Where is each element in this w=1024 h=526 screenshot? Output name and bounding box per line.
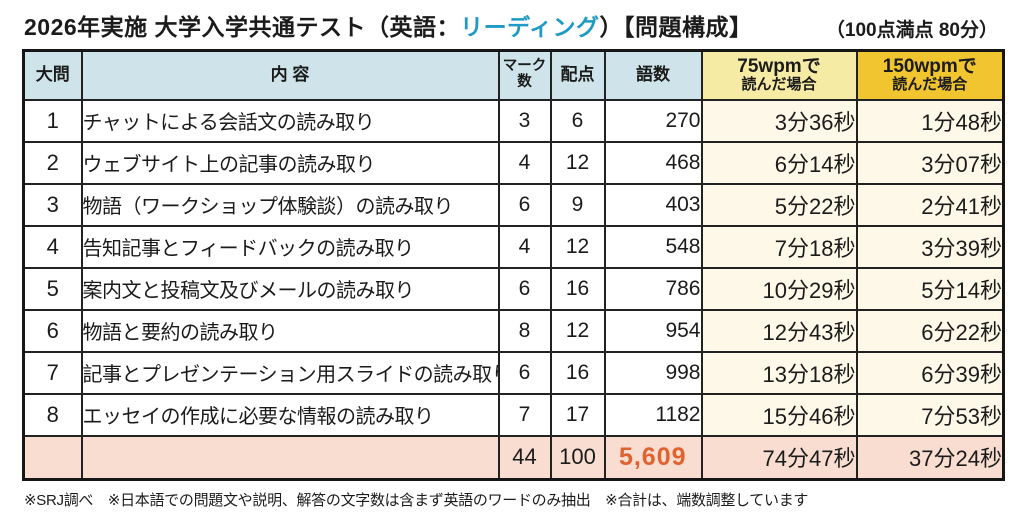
marks-cell: 8 <box>497 308 552 353</box>
header-marks-line2: 数 <box>517 74 532 91</box>
time150-cell: 1分48秒 <box>855 98 1005 143</box>
marks-cell: 7 <box>497 392 552 437</box>
marks-cell: 4 <box>497 224 552 269</box>
total-content-empty <box>80 434 500 481</box>
content-cell: ウェブサイト上の記事の読み取り <box>80 140 500 185</box>
words-cell: 1182 <box>603 392 703 437</box>
content-cell: 記事とプレゼンテーション用スライドの読み取り <box>80 350 500 395</box>
header-marks: マーク数 <box>497 49 552 101</box>
title-highlight: リーディング <box>460 14 600 40</box>
points-cell: 6 <box>549 98 606 143</box>
table-row-4: 4 告知記事とフィードバックの読み取り 4 12 548 7分18秒 3分39秒 <box>22 224 1005 269</box>
total-question-empty <box>22 434 83 481</box>
points-cell: 16 <box>549 266 606 311</box>
total-time75-cell: 74分47秒 <box>700 434 858 481</box>
words-cell: 468 <box>603 140 703 185</box>
header-words: 語数 <box>603 49 703 101</box>
content-cell: チャットによる会話文の読み取り <box>80 98 500 143</box>
time75-cell: 6分14秒 <box>700 140 858 185</box>
time150-cell: 3分39秒 <box>855 224 1005 269</box>
time150-cell: 5分14秒 <box>855 266 1005 311</box>
points-cell: 16 <box>549 350 606 395</box>
time75-cell: 7分18秒 <box>700 224 858 269</box>
words-cell: 954 <box>603 308 703 353</box>
time75-cell: 5分22秒 <box>700 182 858 227</box>
content-cell: 案内文と投稿文及びメールの読み取り <box>80 266 500 311</box>
question-number: 8 <box>22 392 83 437</box>
header-wpm75-line2: 読んだ場合 <box>741 76 817 94</box>
header-marks-line1: マーク <box>502 58 547 75</box>
header-points: 配点 <box>549 49 606 101</box>
points-cell: 17 <box>549 392 606 437</box>
question-number: 7 <box>22 350 83 395</box>
title-prefix: 2026年実施 大学入学共通テスト（英語： <box>24 14 461 40</box>
marks-cell: 6 <box>497 266 552 311</box>
time75-cell: 10分29秒 <box>700 266 858 311</box>
header-row: 大問 内 容 マーク数 配点 語数 75wpmで 読んだ場合 150wpmで 読んだ… <box>22 49 1005 101</box>
time150-cell: 6分39秒 <box>855 350 1005 395</box>
total-marks-cell: 44 <box>497 434 552 481</box>
table-row-3: 3 物語（ワークショップ体験談）の読み取り 6 9 403 5分22秒 2分41… <box>22 182 1005 227</box>
time150-cell: 2分41秒 <box>855 182 1005 227</box>
total-words-cell: 5,609 <box>603 434 703 481</box>
marks-cell: 4 <box>497 140 552 185</box>
marks-cell: 6 <box>497 350 552 395</box>
question-number: 1 <box>22 98 83 143</box>
table-row-7: 7 記事とプレゼンテーション用スライドの読み取り 6 16 998 13分18秒… <box>22 350 1005 395</box>
footnote: ※SRJ調べ ※日本語での問題文や説明、解答の文字数は含まず英語のワードのみ抽出… <box>24 492 809 509</box>
table-row-5: 5 案内文と投稿文及びメールの読み取り 6 16 786 10分29秒 5分14… <box>22 266 1005 311</box>
header-wpm150-line1: 150wpmで <box>882 55 977 77</box>
total-row: 44 100 5,609 74分47秒 37分24秒 <box>22 434 1005 481</box>
time75-cell: 3分36秒 <box>700 98 858 143</box>
header-wpm75: 75wpmで 読んだ場合 <box>700 49 858 101</box>
question-number: 2 <box>22 140 83 185</box>
total-points-cell: 100 <box>549 434 606 481</box>
time150-cell: 6分22秒 <box>855 308 1005 353</box>
points-cell: 12 <box>549 140 606 185</box>
content-cell: 物語と要約の読み取り <box>80 308 500 353</box>
page: 2026年実施 大学入学共通テスト（英語：リーディング）【問題構成】 （100点… <box>22 4 1005 509</box>
header-question: 大問 <box>22 49 83 101</box>
question-number: 4 <box>22 224 83 269</box>
marks-cell: 3 <box>497 98 552 143</box>
table-row-6: 6 物語と要約の読み取り 8 12 954 12分43秒 6分22秒 <box>22 308 1005 353</box>
time75-cell: 12分43秒 <box>700 308 858 353</box>
content-cell: 告知記事とフィードバックの読み取り <box>80 224 500 269</box>
points-cell: 9 <box>549 182 606 227</box>
structure-table: 大問 内 容 マーク数 配点 語数 75wpmで 読んだ場合 150wpmで 読んだ… <box>22 49 1005 481</box>
words-cell: 403 <box>603 182 703 227</box>
points-cell: 12 <box>549 224 606 269</box>
header-content: 内 容 <box>80 49 500 101</box>
question-number: 5 <box>22 266 83 311</box>
time75-cell: 13分18秒 <box>700 350 858 395</box>
title-note: （100点満点 80分） <box>825 20 998 41</box>
marks-cell: 6 <box>497 182 552 227</box>
time150-cell: 3分07秒 <box>855 140 1005 185</box>
words-cell: 786 <box>603 266 703 311</box>
content-cell: 物語（ワークショップ体験談）の読み取り <box>80 182 500 227</box>
words-cell: 998 <box>603 350 703 395</box>
header-wpm75-line1: 75wpmで <box>737 55 821 77</box>
time75-cell: 15分46秒 <box>700 392 858 437</box>
title-suffix: ）【問題構成】 <box>599 14 753 40</box>
time150-cell: 7分53秒 <box>855 392 1005 437</box>
question-number: 3 <box>22 182 83 227</box>
table-row-2: 2 ウェブサイト上の記事の読み取り 4 12 468 6分14秒 3分07秒 <box>22 140 1005 185</box>
title-bar: 2026年実施 大学入学共通テスト（英語：リーディング）【問題構成】 （100点… <box>22 4 1002 49</box>
header-wpm150-line2: 読んだ場合 <box>892 76 968 94</box>
words-cell: 270 <box>603 98 703 143</box>
content-cell: エッセイの作成に必要な情報の読み取り <box>80 392 500 437</box>
points-cell: 12 <box>549 308 606 353</box>
words-cell: 548 <box>603 224 703 269</box>
question-number: 6 <box>22 308 83 353</box>
total-time150-cell: 37分24秒 <box>855 434 1005 481</box>
table-row-1: 1 チャットによる会話文の読み取り 3 6 270 3分36秒 1分48秒 <box>22 98 1005 143</box>
page-title: 2026年実施 大学入学共通テスト（英語：リーディング）【問題構成】 <box>24 8 752 42</box>
table-row-8: 8 エッセイの作成に必要な情報の読み取り 7 17 1182 15分46秒 7分… <box>22 392 1005 437</box>
header-wpm150: 150wpmで 読んだ場合 <box>855 49 1005 101</box>
